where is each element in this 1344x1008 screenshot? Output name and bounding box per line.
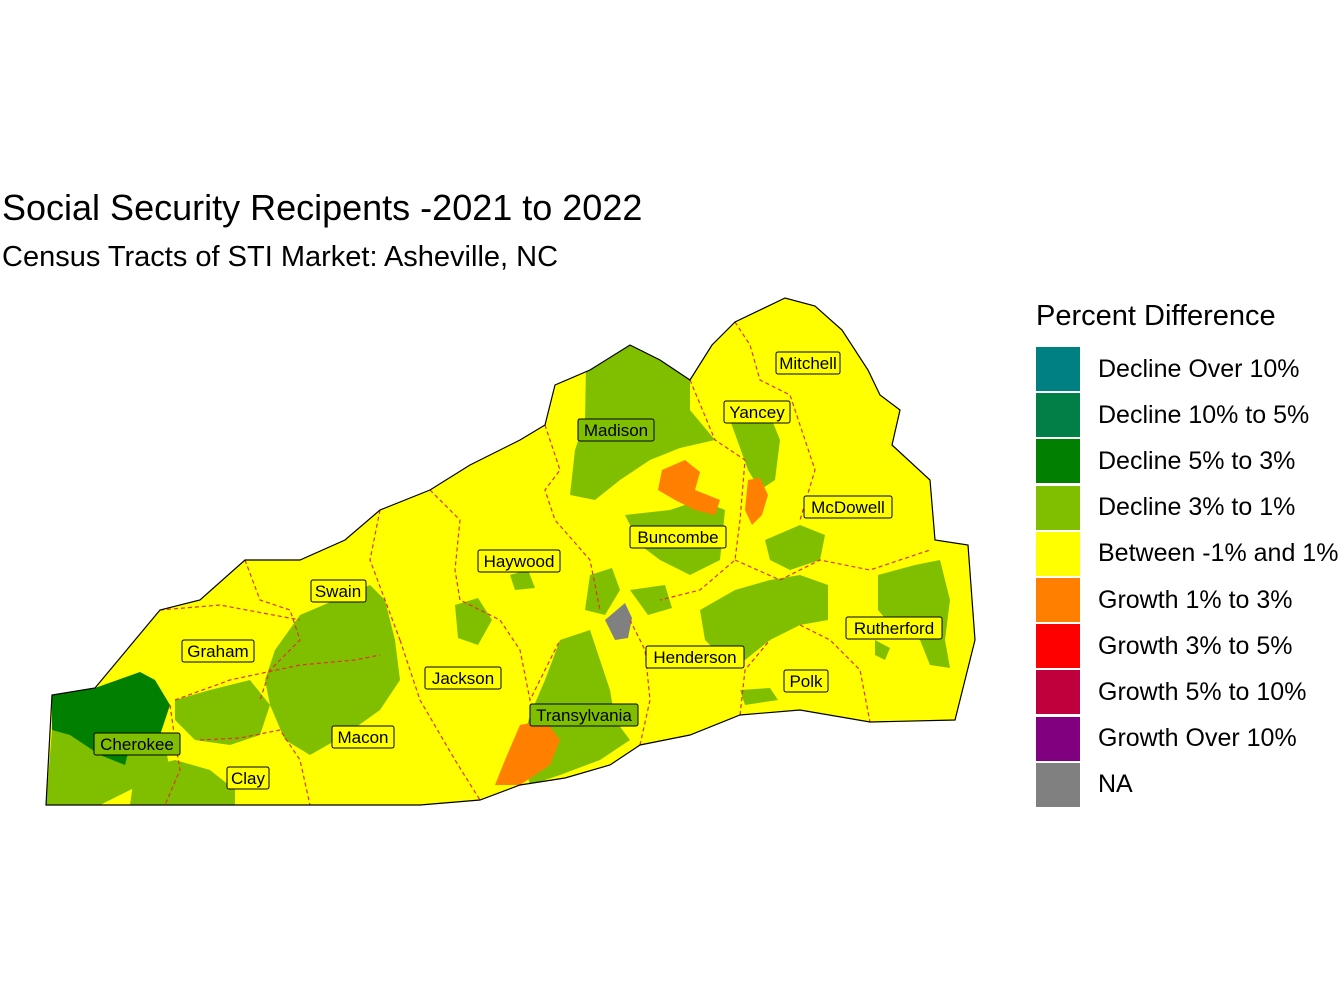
map-title: Social Security Recipents -2021 to 2022 [2,187,643,228]
legend-item: Decline 3% to 1% [1036,485,1344,531]
tract-na [605,603,632,640]
legend-label: Decline 5% to 3% [1098,446,1296,475]
legend-item: Growth 5% to 10% [1036,669,1344,715]
legend-label: Decline Over 10% [1098,354,1300,383]
svg-text:Yancey: Yancey [729,403,785,422]
legend-item: Between -1% and 1% [1036,531,1344,577]
legend-label: Decline 3% to 1% [1098,493,1296,522]
legend-item: Decline Over 10% [1036,346,1344,392]
county-labels: Mitchell Yancey Madison McDowell Buncomb… [93,351,943,790]
county-label-graham: Graham [181,639,255,663]
svg-text:Henderson: Henderson [653,648,736,667]
svg-text:Graham: Graham [187,642,248,661]
legend-item: Growth 3% to 5% [1036,623,1344,669]
svg-text:Clay: Clay [231,769,266,788]
county-label-mitchell: Mitchell [775,351,841,375]
legend-item: Decline 5% to 3% [1036,438,1344,484]
county-label-mcdowell: McDowell [803,495,893,519]
legend-item: NA [1036,762,1344,808]
legend-title: Percent Difference [1036,300,1276,332]
county-label-henderson: Henderson [645,645,745,669]
legend-swatch [1036,393,1080,438]
county-label-madison: Madison [577,418,655,442]
county-label-jackson: Jackson [424,666,502,690]
svg-text:Mitchell: Mitchell [779,354,837,373]
legend-label: Decline 10% to 5% [1098,400,1310,429]
legend-swatch [1036,439,1080,484]
county-label-haywood: Haywood [477,549,561,573]
legend-swatch [1036,624,1080,669]
legend-item: Growth 1% to 3% [1036,577,1344,623]
legend-label: Growth Over 10% [1098,724,1297,753]
county-label-rutherford: Rutherford [845,616,943,640]
legend-label: Between -1% and 1% [1098,539,1339,568]
county-boundaries [159,321,931,805]
svg-text:Haywood: Haywood [484,552,555,571]
svg-text:Buncombe: Buncombe [637,528,718,547]
legend-item: Growth Over 10% [1036,716,1344,762]
legend-swatch [1036,670,1080,715]
legend-swatch [1036,485,1080,530]
county-label-polk: Polk [783,669,829,693]
svg-text:McDowell: McDowell [811,498,885,517]
legend-swatch [1036,762,1080,807]
svg-text:Cherokee: Cherokee [100,735,174,754]
county-label-cherokee: Cherokee [93,732,181,756]
legend-item: Decline 10% to 5% [1036,392,1344,438]
legend-swatch [1036,347,1080,392]
svg-text:Madison: Madison [584,421,648,440]
region-outline [45,297,976,806]
map-subtitle: Census Tracts of STI Market: Asheville, … [2,241,559,273]
county-label-swain: Swain [310,579,367,603]
county-label-buncombe: Buncombe [629,525,727,549]
choropleth-map: Mitchell Yancey Madison McDowell Buncomb… [45,297,976,806]
legend-label: Growth 1% to 3% [1098,585,1293,614]
legend-swatch [1036,716,1080,761]
legend-swatch [1036,578,1080,623]
svg-text:Jackson: Jackson [432,669,494,688]
svg-text:Rutherford: Rutherford [854,619,934,638]
legend-swatch [1036,531,1080,576]
county-label-macon: Macon [331,725,395,749]
county-label-transylvania: Transylvania [529,703,639,727]
svg-text:Macon: Macon [337,728,388,747]
svg-text:Swain: Swain [315,582,361,601]
county-label-clay: Clay [226,766,270,790]
county-label-yancey: Yancey [723,400,791,424]
svg-text:Polk: Polk [789,672,823,691]
tracts-growth-1-to-3 [495,460,768,785]
legend: Percent Difference Decline Over 10% Decl… [1036,296,1344,808]
legend-label: NA [1098,770,1133,799]
svg-text:Transylvania: Transylvania [536,706,632,725]
legend-label: Growth 5% to 10% [1098,677,1307,706]
legend-label: Growth 3% to 5% [1098,631,1293,660]
tract-decline-5-to-3 [52,672,170,765]
